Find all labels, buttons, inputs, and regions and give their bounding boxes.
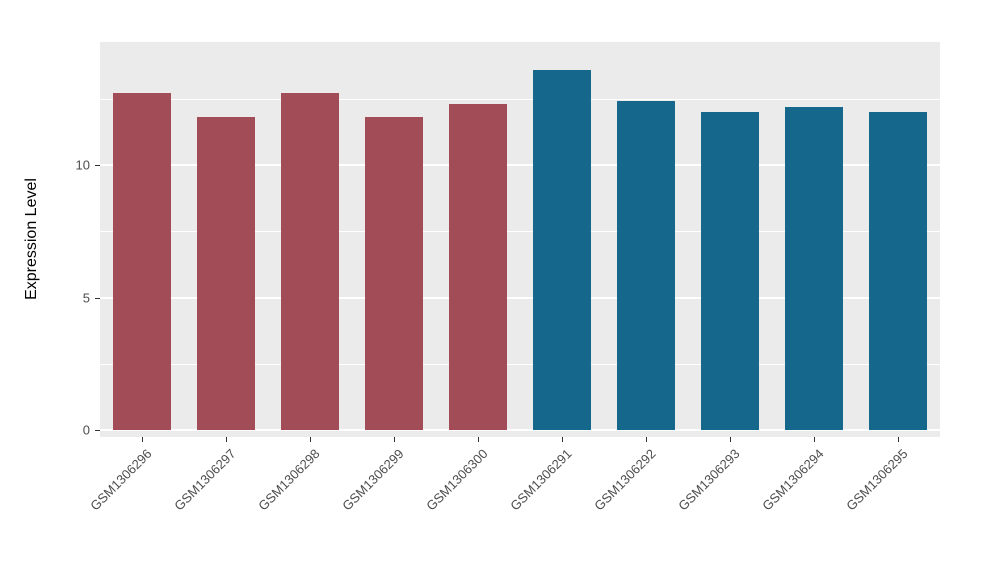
gridline-major [100, 296, 940, 299]
bar [533, 69, 591, 430]
gridline-major [100, 429, 940, 431]
y-axis-title: Expression Level [23, 178, 40, 300]
bar [785, 106, 843, 430]
x-tick-mark [730, 437, 731, 442]
y-tick-label: 5 [82, 290, 90, 305]
gridline-minor [100, 98, 940, 100]
x-tick-mark [310, 437, 311, 442]
bar [365, 117, 423, 430]
bar [617, 101, 675, 430]
x-tick-mark [478, 437, 479, 442]
bar [113, 93, 171, 430]
gridline-major [100, 164, 940, 166]
y-tick-mark [95, 430, 100, 431]
x-tick-mark [814, 437, 815, 442]
plot-panel [100, 42, 940, 437]
x-tick-mark [394, 437, 395, 442]
x-tick-mark [646, 437, 647, 442]
x-tick-mark [226, 437, 227, 442]
x-tick-mark [142, 437, 143, 442]
x-tick-mark [562, 437, 563, 442]
gridline-minor [100, 231, 940, 233]
y-tick-mark [95, 165, 100, 166]
bar [449, 104, 507, 430]
bar [197, 117, 255, 430]
y-tick-label: 0 [82, 422, 90, 438]
bar [281, 93, 339, 430]
y-tick-label: 10 [75, 157, 90, 173]
gridline-minor [100, 363, 940, 365]
bar [701, 112, 759, 430]
y-tick-mark [95, 297, 100, 299]
bar [869, 112, 927, 430]
x-tick-mark [898, 437, 899, 442]
